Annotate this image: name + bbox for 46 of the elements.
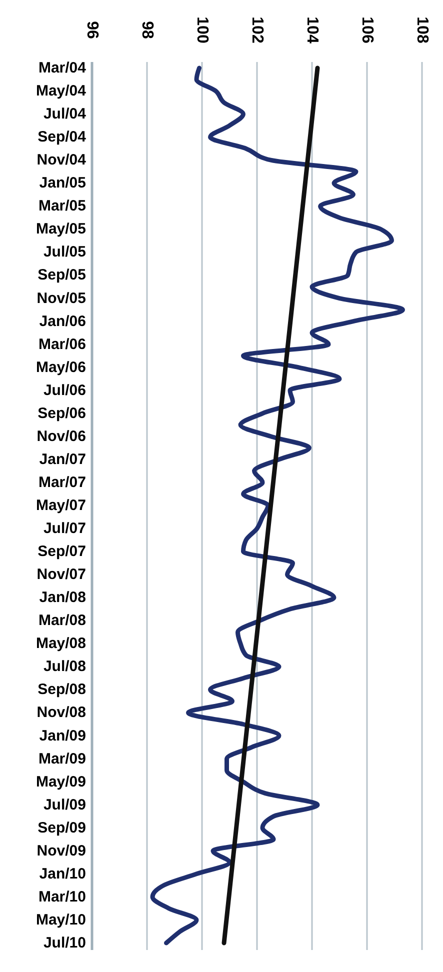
y-tick-label: Sep/05 (38, 266, 86, 284)
y-tick-label: Jan/06 (39, 312, 86, 330)
y-tick-label: Jan/05 (39, 174, 86, 192)
x-tick-label: 100 (194, 16, 210, 44)
y-tick-label: Mar/09 (38, 750, 86, 768)
x-tick-label: 102 (248, 16, 266, 44)
y-tick-label: Nov/06 (36, 428, 86, 445)
y-tick-label: Nov/09 (36, 842, 86, 860)
y-tick-label: Mar/06 (38, 336, 86, 353)
y-tick-label: Mar/10 (38, 888, 86, 906)
y-tick-label: Jan/08 (39, 589, 86, 606)
y-tick-label: Mar/08 (38, 612, 86, 630)
y-tick-label: May/06 (36, 358, 86, 376)
y-tick-label: Sep/04 (38, 128, 87, 146)
x-tick-label: 106 (358, 16, 376, 44)
y-tick-label: May/08 (36, 635, 86, 652)
y-tick-label: May/10 (36, 911, 86, 928)
y-tick-label: Nov/08 (36, 704, 86, 722)
y-tick-label: May/04 (36, 82, 87, 100)
y-tick-label: Jul/09 (43, 796, 86, 814)
y-tick-label: Jul/05 (43, 244, 86, 261)
y-tick-label: Mar/04 (38, 60, 87, 76)
y-tick-label: Jul/07 (43, 520, 86, 538)
x-tick-label: 98 (138, 21, 156, 39)
y-tick-label: Nov/05 (36, 290, 86, 307)
y-tick-label: Sep/07 (38, 543, 86, 560)
y-tick-label: Jul/04 (43, 106, 87, 123)
y-tick-label: May/05 (36, 220, 86, 238)
y-tick-label: Jul/08 (43, 658, 86, 676)
y-tick-label: May/09 (36, 773, 86, 790)
y-tick-label: Nov/07 (36, 566, 86, 584)
y-tick-label: Mar/05 (38, 198, 86, 215)
y-tick-label: Sep/06 (38, 404, 86, 422)
y-tick-label: Mar/07 (38, 474, 86, 491)
y-tick-label: Jul/10 (43, 934, 86, 952)
y-tick-label: Sep/09 (38, 819, 86, 836)
y-tick-label: May/07 (36, 497, 86, 514)
y-tick-label: Sep/08 (38, 681, 86, 698)
y-tick-label: Jan/10 (39, 865, 86, 882)
x-tick-label: 96 (84, 21, 100, 39)
y-tick-label: Jul/06 (43, 382, 86, 399)
x-tick-label: 104 (304, 16, 320, 44)
y-tick-label: Jan/07 (39, 450, 86, 468)
y-tick-label: Jan/09 (39, 727, 86, 744)
x-tick-label: 108 (414, 16, 430, 44)
y-tick-label: Nov/04 (36, 152, 87, 169)
